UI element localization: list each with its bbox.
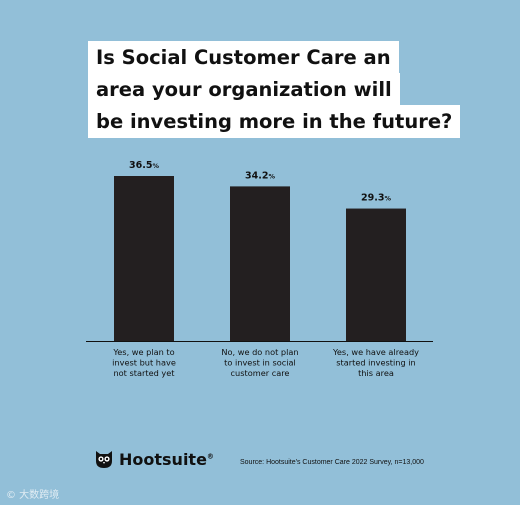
title-line: area your organization will — [88, 73, 400, 106]
data-label: 36.5% — [129, 160, 159, 171]
hootsuite-logo: Hootsuite® — [95, 449, 214, 469]
chart-title: Is Social Customer Care an area your org… — [88, 41, 461, 138]
watermark: © 大数跨境 — [6, 490, 60, 501]
source-note: Source: Hootsuite's Customer Care 2022 S… — [240, 459, 424, 466]
category-label: Yes, we plan to invest but have not starte… — [112, 347, 176, 378]
bar — [230, 186, 290, 341]
owl-icon — [96, 451, 112, 468]
category-label: No, we do not plan to invest in social cus… — [221, 347, 298, 378]
title-line: be investing more in the future? — [88, 105, 461, 138]
bar — [114, 176, 174, 341]
title-line: Is Social Customer Care an — [88, 41, 399, 74]
data-label: 29.3% — [361, 193, 391, 204]
category-label: Yes, we have already started investing in… — [332, 347, 419, 378]
logo-text: Hootsuite® — [119, 449, 214, 469]
data-label: 34.2% — [245, 170, 275, 181]
bar — [346, 208, 406, 341]
